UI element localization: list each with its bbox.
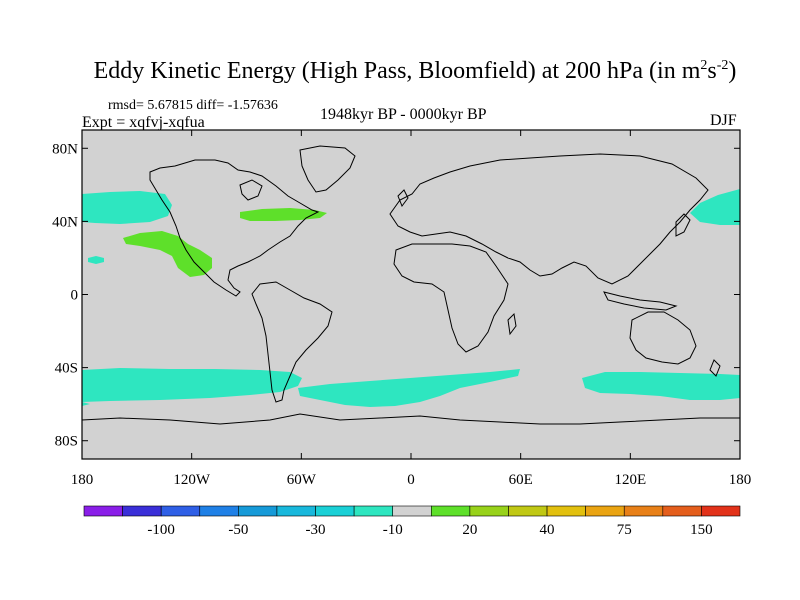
neg-anomaly-hawaii-spot bbox=[88, 256, 104, 264]
coast-eurasia bbox=[389, 153, 709, 285]
experiment-label: Expt = xqfvj-xqfua bbox=[82, 114, 205, 131]
period-label: 1948kyr BP - 0000kyr BP bbox=[320, 106, 487, 123]
colorbar: -100 -50 -30 -10 20 40 75 150 bbox=[83, 505, 741, 538]
lon-tick-label: 120E bbox=[614, 472, 646, 488]
lon-tick-label: 60E bbox=[509, 472, 533, 488]
lon-tick-label: 60W bbox=[287, 472, 317, 488]
lon-tick-label: 180 bbox=[729, 472, 752, 488]
colorbar-swatch bbox=[469, 505, 509, 517]
colorbar-label: -50 bbox=[228, 522, 248, 538]
colorbar-swatch bbox=[160, 505, 201, 517]
coast-africa bbox=[393, 243, 509, 353]
colorbar-label: -100 bbox=[147, 522, 175, 538]
coast-australia bbox=[629, 311, 697, 365]
colorbar-swatch bbox=[701, 505, 741, 517]
pos-anomaly-north-atlantic bbox=[240, 208, 327, 221]
coast-antarctica bbox=[82, 413, 740, 425]
colorbar-swatch bbox=[315, 505, 355, 517]
colorbar-swatch bbox=[238, 505, 278, 517]
neg-anomaly-southern-atlantic bbox=[298, 369, 520, 407]
coast-indonesia bbox=[603, 291, 678, 311]
lat-tick-label: 80S bbox=[55, 434, 78, 450]
latitude-axis: 80N 40N 0 40S 80S bbox=[52, 141, 740, 450]
neg-anomaly-north-pacific-west bbox=[82, 191, 172, 224]
lon-tick-label: 180 bbox=[71, 472, 94, 488]
coast-south-america bbox=[251, 281, 333, 403]
lat-tick-label: 80N bbox=[52, 141, 78, 157]
colorbar-label: 20 bbox=[462, 522, 477, 538]
season-label: DJF bbox=[710, 112, 737, 129]
colorbar-swatch bbox=[353, 505, 394, 517]
lat-tick-label: 40N bbox=[52, 214, 78, 230]
coast-british-isles bbox=[397, 189, 409, 208]
colorbar-label: -10 bbox=[383, 522, 403, 538]
coastlines bbox=[82, 145, 740, 425]
plot-title: Eddy Kinetic Energy (High Pass, Bloomfie… bbox=[93, 58, 737, 84]
neg-anomaly-north-pacific-east bbox=[690, 189, 740, 225]
colorbar-swatch bbox=[199, 505, 239, 517]
colorbar-swatch bbox=[83, 505, 123, 517]
lat-tick-label: 40S bbox=[55, 361, 78, 377]
neg-anomaly-drake bbox=[82, 402, 90, 406]
neg-anomaly-southern-indian bbox=[582, 372, 740, 400]
map-background bbox=[82, 130, 740, 459]
coast-new-zealand bbox=[709, 359, 721, 377]
pos-anomaly-east-pacific bbox=[123, 231, 212, 277]
colorbar-swatch bbox=[430, 505, 471, 517]
coast-north-america bbox=[149, 159, 320, 297]
longitude-axis: 180 120W 60W 0 60E 120E 180 bbox=[71, 130, 752, 488]
colorbar-label: 75 bbox=[617, 522, 632, 538]
lon-tick-label: 0 bbox=[407, 472, 415, 488]
coast-hudson-bay bbox=[239, 179, 263, 201]
colorbar-swatch bbox=[276, 505, 316, 517]
colorbar-swatch bbox=[122, 505, 162, 517]
colorbar-swatch bbox=[392, 505, 432, 517]
coast-greenland bbox=[299, 145, 356, 193]
colorbar-swatch bbox=[546, 505, 586, 517]
coast-japan bbox=[675, 213, 691, 237]
colorbar-swatch bbox=[623, 505, 664, 517]
colorbar-label: 150 bbox=[690, 522, 713, 538]
lon-tick-label: 120W bbox=[173, 472, 211, 488]
colorbar-label: 40 bbox=[540, 522, 555, 538]
colorbar-swatch bbox=[585, 505, 625, 517]
colorbar-swatch bbox=[662, 505, 702, 517]
colorbar-label: -30 bbox=[306, 522, 326, 538]
coast-madagascar bbox=[507, 312, 517, 336]
neg-anomaly-southern-pacific bbox=[82, 368, 302, 402]
lat-tick-label: 0 bbox=[71, 288, 79, 304]
rmsd-diff-stats: rmsd= 5.67815 diff= -1.57636 bbox=[108, 98, 278, 113]
colorbar-swatch bbox=[508, 505, 548, 517]
anomaly-field bbox=[82, 189, 740, 407]
